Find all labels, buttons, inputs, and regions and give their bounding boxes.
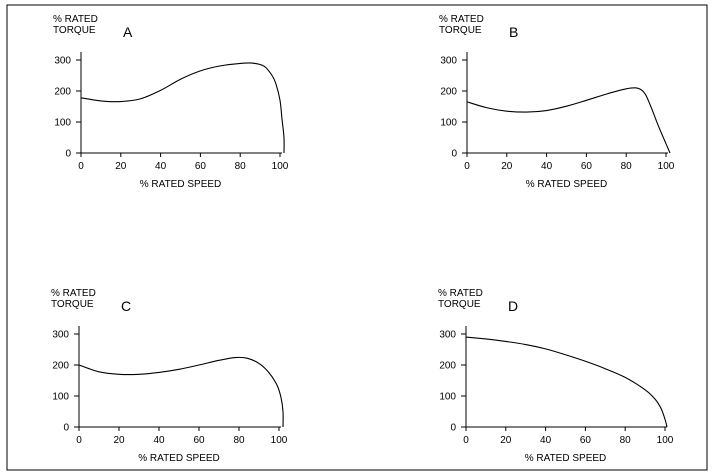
chart-c-xtick-label: 0: [76, 435, 82, 446]
chart-a-xtick-label: 20: [115, 161, 127, 172]
chart-b-ytick-label: 100: [440, 118, 457, 129]
chart-d-panel: % RATED TORQUE D 0 100 200 300 0 20 40 60 80 100 % RA…: [438, 288, 674, 464]
chart-b-xtick-label: 20: [501, 161, 513, 172]
chart-d-ylabel: % RATED TORQUE: [438, 288, 483, 310]
chart-b-xtick-label: 80: [621, 161, 633, 172]
chart-d-ytick-label: 0: [450, 423, 456, 434]
chart-c-xtick-label: 20: [113, 435, 125, 446]
chart-a-ylabel: % RATED TORQUE: [53, 14, 98, 36]
chart-d-xtick-label: 80: [620, 435, 632, 446]
chart-d-xlabel: % RATED SPEED: [525, 453, 607, 464]
chart-b-ytick-label: 0: [451, 149, 457, 160]
chart-a-xtick-label: 0: [78, 161, 84, 172]
chart-c-ytick-label: 100: [52, 392, 69, 403]
chart-a-xtick-label: 100: [272, 161, 289, 172]
chart-a-ytick-label: 200: [54, 87, 71, 98]
chart-d-xtick-label: 100: [657, 435, 674, 446]
chart-c-xlabel: % RATED SPEED: [138, 453, 220, 464]
chart-a-xtick-label: 40: [155, 161, 167, 172]
chart-b-xtick-label: 60: [581, 161, 593, 172]
chart-c-panel-letter: C: [121, 298, 131, 314]
chart-b-series-line: [466, 87, 671, 154]
chart-a-ytick-label: 0: [65, 149, 71, 160]
chart-b-panel-letter: B: [509, 24, 518, 40]
chart-a-panel: % RATED TORQUE A 0 100 200 300 0 20 40 60 80 100 % RA…: [53, 14, 289, 190]
chart-d-xtick-label: 60: [580, 435, 592, 446]
chart-b-xlabel: % RATED SPEED: [526, 179, 608, 190]
chart-b-ylabel-line: TORQUE: [439, 25, 482, 36]
chart-b-ytick-label: 300: [440, 56, 457, 67]
chart-b-ylabel-line: % RATED: [439, 14, 484, 25]
chart-a-xlabel: % RATED SPEED: [140, 179, 222, 190]
chart-c-xtick-label: 60: [193, 435, 205, 446]
chart-a-xtick-label: 80: [235, 161, 247, 172]
chart-d-series-line: [465, 336, 668, 428]
chart-a-series-line: [80, 62, 285, 154]
chart-b-ylabel: % RATED TORQUE: [439, 14, 484, 36]
chart-d-ytick-label: 100: [439, 392, 456, 403]
chart-a-ytick-label: 300: [54, 56, 71, 67]
chart-c-ytick-label: 300: [52, 330, 69, 341]
chart-c-xtick-label: 40: [153, 435, 165, 446]
chart-d-ylabel-line: TORQUE: [438, 299, 481, 310]
chart-c-xtick-label: 80: [233, 435, 245, 446]
chart-c-ylabel: % RATED TORQUE: [51, 288, 96, 310]
chart-d-ylabel-line: % RATED: [438, 288, 483, 299]
chart-c-panel: % RATED TORQUE C 0 100 200 300 0 20 40 60 80 100 % RA…: [51, 288, 288, 464]
chart-b-ytick-label: 200: [440, 87, 457, 98]
chart-d-xtick-label: 40: [540, 435, 552, 446]
chart-c-series-line: [78, 356, 284, 428]
chart-a-ylabel-line: TORQUE: [53, 25, 96, 36]
chart-c-ytick-label: 0: [63, 423, 69, 434]
chart-b-xtick-label: 0: [464, 161, 470, 172]
chart-a-ylabel-line: % RATED: [53, 14, 98, 25]
chart-c-ylabel-line: TORQUE: [51, 299, 94, 310]
chart-d-panel-letter: D: [508, 298, 518, 314]
chart-d-xtick-label: 20: [500, 435, 512, 446]
chart-a-panel-letter: A: [123, 24, 133, 40]
chart-b-xtick-label: 100: [658, 161, 675, 172]
chart-b-xtick-label: 40: [541, 161, 553, 172]
chart-c-xtick-label: 100: [271, 435, 288, 446]
chart-d-xtick-label: 0: [463, 435, 469, 446]
chart-c-ytick-label: 200: [52, 361, 69, 372]
chart-c-ylabel-line: % RATED: [51, 288, 96, 299]
chart-a-xtick-label: 60: [195, 161, 207, 172]
chart-b-panel: % RATED TORQUE B 0 100 200 300 0 20 40 60 80 100 % RA…: [439, 14, 675, 190]
figure-border: [6, 4, 708, 471]
chart-d-ytick-label: 200: [439, 361, 456, 372]
chart-a-ytick-label: 100: [54, 118, 71, 129]
chart-d-ytick-label: 300: [439, 330, 456, 341]
